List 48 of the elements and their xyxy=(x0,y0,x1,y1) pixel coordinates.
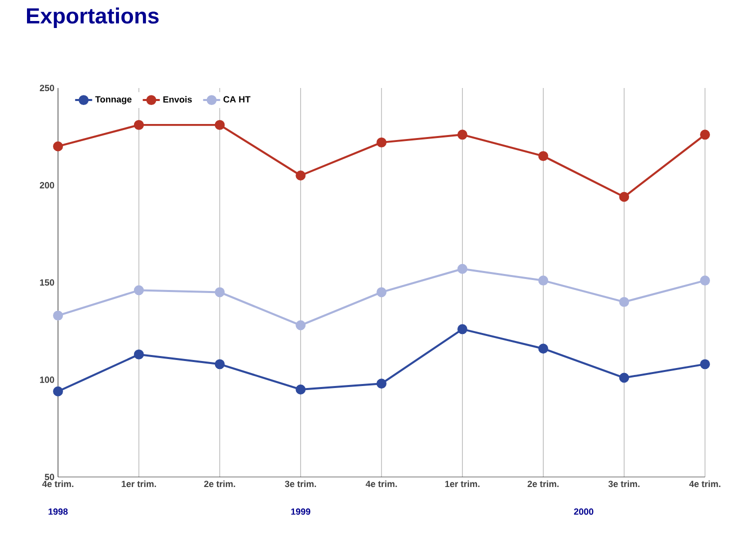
point xyxy=(538,276,548,286)
point xyxy=(53,141,63,152)
legend-label: CA HT xyxy=(224,96,250,103)
y-tick-label: 50 xyxy=(44,474,54,480)
point xyxy=(296,320,306,330)
point xyxy=(538,344,548,354)
point xyxy=(214,120,225,130)
point xyxy=(619,296,630,307)
point xyxy=(53,310,63,321)
y-tick-label: 100 xyxy=(40,376,54,383)
text: 2000 xyxy=(574,508,594,515)
point xyxy=(538,151,548,162)
x-tick-label: 2e trim. xyxy=(528,480,559,488)
point xyxy=(619,372,630,383)
point xyxy=(700,359,710,370)
point xyxy=(214,359,225,370)
y-tick-label: 150 xyxy=(40,279,54,286)
chart-title: Exportations xyxy=(26,8,159,28)
x-tick-label: 4e trim. xyxy=(42,480,74,488)
point xyxy=(619,192,630,202)
point xyxy=(376,287,386,298)
x-tick-label: 1er trim. xyxy=(445,480,480,488)
point xyxy=(457,324,468,334)
point xyxy=(376,378,386,389)
text: 1999 xyxy=(291,508,310,515)
text: 1998 xyxy=(48,508,68,515)
x-tick-label: 1er trim. xyxy=(122,480,156,488)
x-tick-label: 3e trim. xyxy=(284,480,316,488)
point xyxy=(296,384,306,394)
point xyxy=(376,137,386,148)
y-tick-label: 200 xyxy=(40,182,54,188)
point xyxy=(700,130,710,140)
point xyxy=(296,170,306,180)
x-tick-label: 3e trim. xyxy=(608,480,640,488)
point xyxy=(457,264,468,274)
x-tick-label: 4e trim. xyxy=(689,480,720,488)
x-tick-label: 4e trim. xyxy=(366,480,397,488)
x-tick-label: 2e trim. xyxy=(204,480,236,488)
point xyxy=(134,349,144,360)
y-tick-label: 250 xyxy=(40,84,54,92)
legend-label: Tonnage xyxy=(95,96,132,104)
point xyxy=(134,285,144,296)
point xyxy=(214,287,225,298)
legend-label: Envois xyxy=(163,96,192,103)
point xyxy=(700,276,710,286)
point xyxy=(457,130,468,140)
point xyxy=(53,386,63,396)
point xyxy=(134,120,144,130)
